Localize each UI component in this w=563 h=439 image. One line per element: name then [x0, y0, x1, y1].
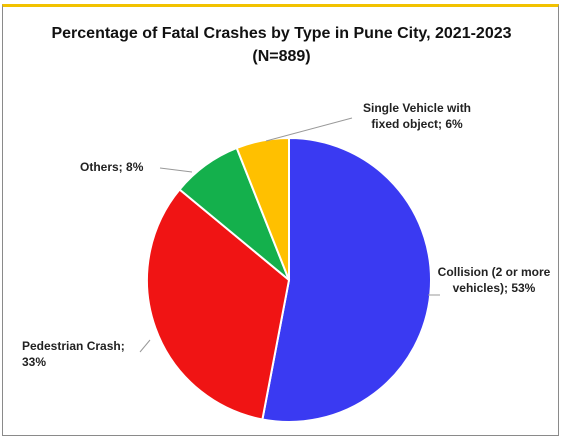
data-label: Others; 8%	[80, 159, 170, 175]
data-label: Collision (2 or more vehicles); 53%	[436, 264, 552, 296]
leader-line	[139, 339, 151, 353]
value-label: 6%	[445, 117, 463, 131]
value-label: 53%	[511, 281, 536, 295]
category-label: Others;	[80, 160, 123, 174]
data-label: Pedestrian Crash; 33%	[22, 338, 142, 370]
pie-slice	[261, 136, 432, 423]
frame	[2, 4, 559, 436]
chart-title: Percentage of Fatal Crashes by Type in P…	[51, 25, 512, 65]
leader-line	[159, 167, 193, 173]
category-label: Single Vehicle with fixed object;	[362, 101, 472, 131]
pie-slice	[146, 188, 291, 421]
value-label: 33%	[22, 355, 47, 369]
value-label: 8%	[126, 160, 144, 174]
leader-line	[265, 117, 353, 142]
data-label: Single Vehicle with fixed object; 6%	[352, 100, 482, 132]
category-label: Pedestrian Crash;	[22, 339, 125, 353]
category-label: Collision (2 or more vehicles);	[437, 265, 551, 295]
pie-slice	[235, 136, 290, 281]
